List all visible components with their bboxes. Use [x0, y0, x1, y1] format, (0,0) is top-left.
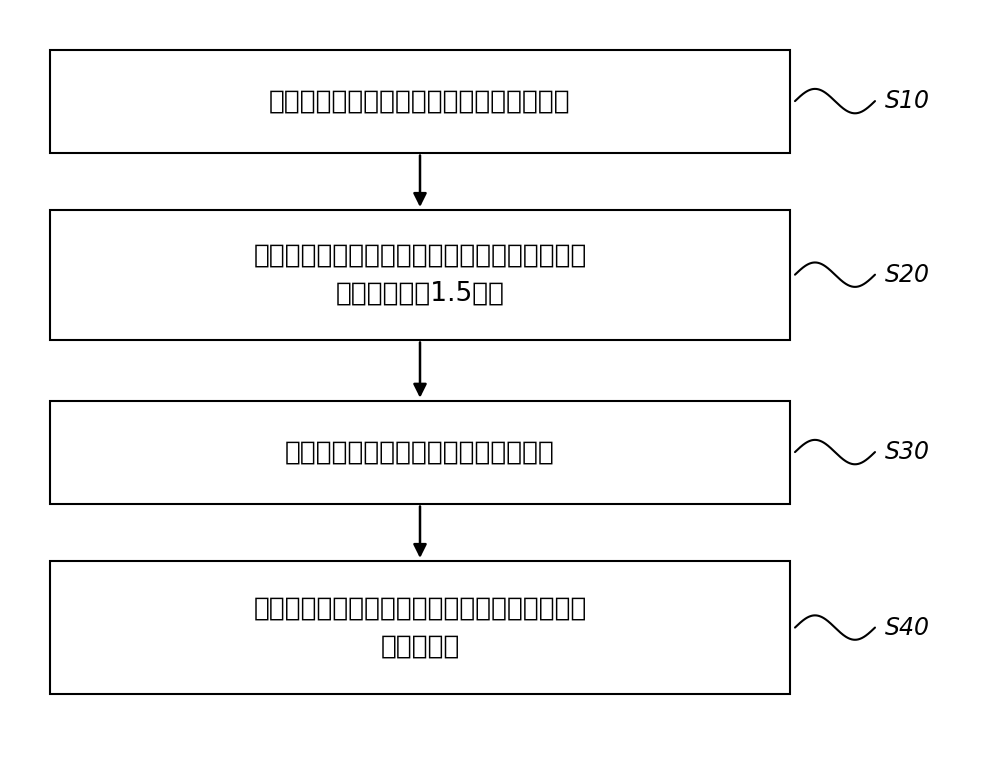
- Text: S10: S10: [885, 89, 930, 113]
- FancyBboxPatch shape: [50, 50, 790, 153]
- Text: 将所述防护部套接在所述垫层的外部。: 将所述防护部套接在所述垫层的外部。: [285, 439, 555, 465]
- FancyBboxPatch shape: [50, 401, 790, 504]
- Text: S40: S40: [885, 616, 930, 639]
- Text: S20: S20: [885, 262, 930, 287]
- FancyBboxPatch shape: [50, 561, 790, 694]
- FancyBboxPatch shape: [50, 210, 790, 340]
- Text: 将所述待养护立柱转移至所述立柱养护位。: 将所述待养护立柱转移至所述立柱养护位。: [269, 88, 571, 114]
- Text: 将所述多个支撑件分别支撑连接在所述防护部的
不同方位。: 将所述多个支撑件分别支撑连接在所述防护部的 不同方位。: [253, 596, 587, 659]
- Text: 将所述垫层设置在所述待养护立柱上，且所述垫
层高度不低于1.5米。: 将所述垫层设置在所述待养护立柱上，且所述垫 层高度不低于1.5米。: [253, 243, 587, 307]
- Text: S30: S30: [885, 440, 930, 464]
